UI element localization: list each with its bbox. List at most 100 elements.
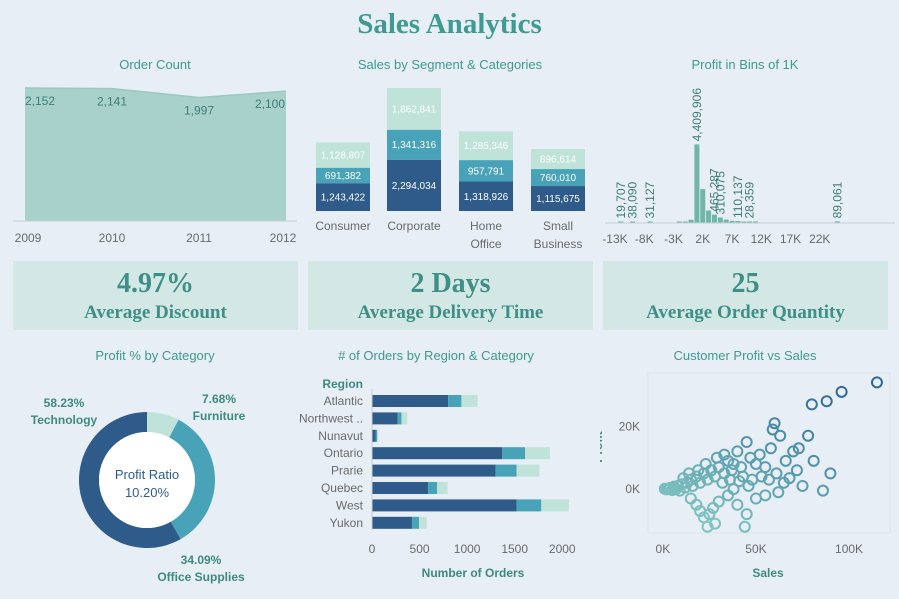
x-tick-label: Office [470, 237, 501, 251]
x-tick-label: 2011 [186, 231, 212, 245]
region-bar [541, 499, 569, 512]
data-label: 1,341,316 [392, 140, 437, 151]
region-bar [372, 464, 496, 477]
region-bar [372, 429, 376, 442]
scatter-point [699, 457, 712, 470]
scatter-point [820, 395, 833, 408]
donut-slice [79, 412, 181, 548]
scatter-point [802, 429, 815, 442]
x-tick-label: 0K [656, 542, 671, 556]
x-tick-label: Small [543, 219, 573, 233]
data-label: 1,243,422 [321, 193, 366, 204]
scatter-point [742, 479, 755, 492]
kpi-label: Average Discount [84, 302, 227, 323]
segment-bar [531, 169, 585, 187]
scatter-point [740, 436, 753, 449]
segment-bar [316, 142, 370, 168]
slice-percent: 7.68% [202, 392, 236, 406]
kpi-average-delivery-time: 2 Days Average Delivery Time [308, 261, 593, 330]
scatter-point [835, 385, 848, 398]
region-bar [372, 447, 503, 460]
donut-center-value: 10.20% [125, 485, 170, 500]
x-tick-label: 1500 [501, 542, 528, 556]
scatter-point [709, 517, 722, 530]
orders-region-title: # of Orders by Region & Category [338, 348, 534, 363]
scatter-point [684, 492, 697, 505]
x-tick-label: 100K [835, 542, 863, 556]
data-label: 2,141 [97, 95, 127, 109]
x-tick-label: 2009 [15, 231, 42, 245]
dashboard-title: Sales Analytics [357, 8, 542, 40]
scatter-plot-area [647, 372, 891, 534]
region-bar [461, 395, 478, 407]
region-bar [448, 395, 462, 407]
scatter-point [731, 445, 744, 458]
scatter-point [744, 451, 757, 464]
scatter-point [755, 470, 768, 483]
data-label: 2,152 [25, 94, 55, 108]
scatter-point [774, 429, 787, 442]
bin-bar [729, 220, 735, 223]
kpi-average-order-quantity: 25 Average Order Quantity [603, 261, 888, 330]
data-label: 110,137 [731, 175, 745, 218]
scatter-point [709, 470, 722, 483]
data-label: 1,128,807 [321, 151, 366, 162]
data-label: 957,791 [468, 166, 505, 177]
profit-category-chart: Profit Ratio 10.20% 7.68% Furniture 34.09% Of… [31, 392, 246, 584]
region-label: Northwest .. [299, 411, 363, 425]
scatter-point [707, 501, 720, 514]
segment-bar [316, 183, 370, 211]
data-label: 38,090 [626, 181, 640, 218]
scatter-point [738, 520, 751, 533]
scatter-point [770, 467, 783, 480]
scatter-point [749, 457, 762, 470]
segment-bar [316, 167, 370, 184]
region-bar [411, 516, 420, 529]
region-bar [372, 412, 398, 425]
data-label: 1,285,346 [464, 141, 509, 152]
region-bar [419, 516, 427, 529]
data-label: 19,707 [614, 181, 628, 218]
data-label: 4,409,906 [690, 88, 704, 142]
data-label: 31,127 [643, 181, 657, 218]
profit-category-title: Profit % by Category [95, 348, 215, 363]
x-tick-label: 2012 [270, 231, 297, 245]
bin-bar [700, 189, 706, 223]
kpi-label: Average Order Quantity [646, 302, 845, 323]
donut-slice [147, 412, 179, 438]
region-bar [428, 482, 438, 494]
data-label: 1,115,675 [536, 194, 580, 205]
data-label: 465,287 [707, 168, 721, 212]
region-bar [372, 482, 429, 494]
region-bar [377, 429, 379, 442]
x-tick-label: 17K [780, 232, 801, 246]
x-tick-label: 50K [745, 542, 766, 556]
scatter-point [807, 454, 820, 467]
bin-bar [735, 221, 741, 223]
region-bar [372, 499, 517, 512]
scatter-point [722, 489, 735, 502]
x-tick-label: 2010 [99, 231, 126, 245]
x-tick-label: 0 [369, 542, 376, 556]
scatter-point [787, 445, 800, 458]
bin-bar [752, 221, 758, 223]
order-count-area [25, 87, 286, 221]
bin-bar [711, 214, 717, 223]
scatter-point [710, 451, 723, 464]
bin-bar [741, 221, 747, 223]
x-tick-label: 500 [410, 542, 430, 556]
donut-hole [99, 432, 195, 528]
scatter-point [824, 467, 837, 480]
profit-sales-title: Customer Profit vs Sales [673, 348, 817, 363]
scatter-point [740, 508, 753, 521]
region-bar [495, 464, 517, 477]
region-label: Quebec [321, 481, 363, 495]
region-label: Prarie [331, 464, 363, 478]
data-label: 691,382 [325, 171, 362, 182]
region-bar [372, 516, 412, 529]
scatter-point [716, 476, 729, 489]
x-tick-label: 7K [725, 232, 740, 246]
bin-bar [618, 221, 624, 223]
x-tick-label: 2000 [549, 542, 576, 556]
